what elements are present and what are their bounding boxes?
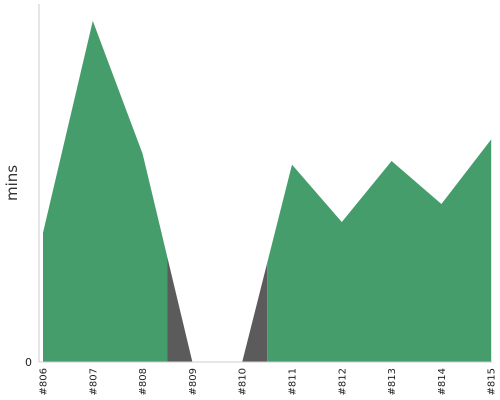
success-area-0: [43, 20, 168, 363]
x-ticks: #806 #807 #808 #809 #810 #811 #812 #813 #814 #815: [39, 368, 498, 395]
failure-area-3: [167, 257, 268, 362]
x-tick-label: #813: [387, 368, 398, 395]
area-series: [43, 20, 492, 363]
x-tick-label: #808: [138, 368, 149, 395]
x-tick-label: #811: [288, 368, 299, 395]
x-tick-label: #810: [238, 368, 249, 395]
x-tick-label: #809: [188, 368, 199, 395]
x-tick-label: #814: [437, 368, 448, 395]
y-ticks: 0: [25, 356, 32, 369]
x-tick-label: #812: [337, 368, 348, 395]
x-tick-label: #807: [88, 368, 99, 395]
y-tick-label: 0: [25, 356, 32, 369]
x-tick-label: #806: [39, 368, 50, 395]
x-tick-label: #815: [487, 368, 498, 395]
success-area-5: [267, 139, 492, 362]
y-axis-label: mins: [3, 165, 21, 201]
